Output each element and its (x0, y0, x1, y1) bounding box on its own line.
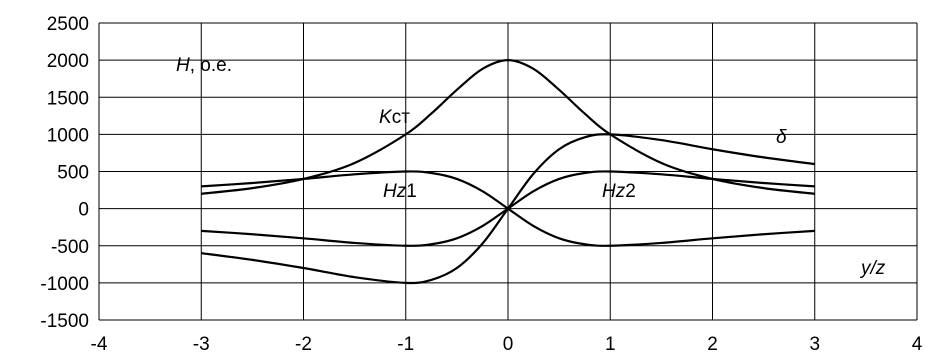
x-tick-label: 1 (605, 334, 616, 355)
y-tick-label: -1500 (40, 311, 89, 332)
y-tick-label: -1000 (40, 274, 89, 295)
y-tick-label: -500 (51, 237, 89, 258)
tick-layer: -1500 -1000 -500 0 500 1000 1500 2000 2500 -4 -3 -2… (40, 14, 922, 355)
x-axis-label: y/z (859, 258, 886, 279)
series-layer (201, 59, 815, 285)
x-tick-label: 3 (809, 334, 820, 355)
y-tick-label: 1000 (47, 125, 89, 146)
x-tick-label: -3 (193, 334, 210, 355)
y-tick-label: 500 (57, 163, 89, 184)
x-tick-label: 2 (707, 334, 718, 355)
y-tick-label: 2000 (47, 51, 89, 72)
y-axis-label-suffix: , о.е. (190, 55, 232, 76)
series-line (201, 59, 815, 195)
y-axis-label-symbol: H (176, 55, 190, 76)
y-axis-label: H, о.е. (176, 55, 232, 76)
x-tick-label: 0 (503, 334, 514, 355)
x-tick-label: -4 (91, 334, 108, 355)
label-kst-main: K (379, 107, 393, 128)
label-kst: Kст (379, 107, 410, 128)
label-hz1: Hz1 (383, 181, 417, 202)
label-delta: δ (776, 127, 787, 148)
x-tick-label: 4 (912, 334, 923, 355)
x-tick-label: -2 (295, 334, 312, 355)
label-hz2: Hz2 (602, 181, 636, 202)
y-tick-label: 2500 (47, 14, 89, 35)
y-tick-label: 0 (78, 200, 89, 221)
y-tick-label: 1500 (47, 88, 89, 109)
label-hz2-sub: 2 (625, 181, 636, 202)
x-tick-label: -1 (397, 334, 414, 355)
label-hz2-main: Hz (602, 181, 626, 202)
label-kst-sub: ст (392, 107, 411, 128)
label-hz1-main: Hz (383, 181, 407, 202)
series-line (201, 170, 815, 247)
label-hz1-sub: 1 (406, 181, 417, 202)
